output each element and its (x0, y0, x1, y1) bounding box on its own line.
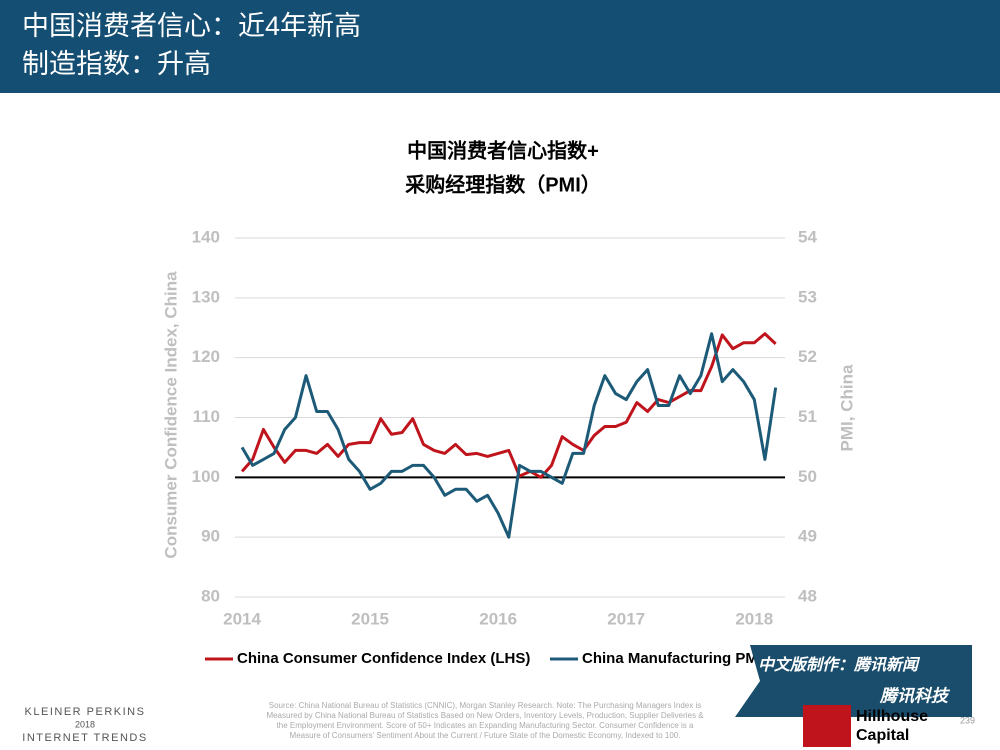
series-line (240, 332, 777, 479)
series-line (240, 332, 778, 539)
x-tick-label: 2018 (735, 609, 773, 628)
y2-tick-label: 48 (798, 586, 817, 605)
x-tick-label: 2015 (351, 609, 389, 628)
plot: 80 90 100 110 120 130 140 48 49 50 51 52 53 54 2014 201… (192, 227, 818, 628)
brand: INTERNET TRENDS (22, 732, 147, 744)
header-bar (0, 0, 1000, 93)
y2-tick-label: 53 (798, 287, 817, 306)
y2-tick-label: 49 (798, 527, 817, 546)
y2-axis-label: PMI, China (837, 364, 856, 451)
partner-name: Capital (856, 727, 909, 744)
x-tick-label: 2014 (223, 609, 261, 628)
y-tick-label: 130 (192, 287, 220, 306)
source-note: Source: China National Bureau of Statist… (269, 701, 702, 710)
chart-title: 中国消费者信心指数+ (407, 138, 599, 162)
partner-name: Hillhouse (856, 708, 928, 725)
y2-tick-label: 52 (798, 347, 817, 366)
y-tick-label: 120 (192, 347, 220, 366)
y2-tick-label: 50 (798, 467, 817, 486)
y2-tick-label: 54 (798, 227, 817, 246)
y-tick-label: 110 (193, 407, 220, 426)
legend-label: China Manufacturing PMI (RHS) (582, 650, 808, 667)
page-number: 239 (960, 715, 975, 725)
source-note: Measured by China National Bureau of Sta… (266, 711, 704, 720)
legend-label: China Consumer Confidence Index (LHS) (237, 650, 530, 667)
brand: KLEINER PERKINS (25, 706, 146, 718)
overlay-text: 中文版制作：腾讯新闻 (758, 656, 921, 674)
brand: 2018 (75, 719, 95, 729)
source-note: the Employment Environment. Score of 50+… (277, 721, 694, 730)
y-tick-label: 90 (201, 527, 220, 546)
source-note: Measure of Consumers' Sentiment About th… (290, 731, 681, 740)
x-tick-label: 2017 (607, 609, 645, 628)
x-tick-label: 2016 (479, 609, 517, 628)
y2-tick-label: 51 (798, 407, 817, 426)
y-tick-label: 80 (201, 586, 220, 605)
y-tick-label: 140 (192, 227, 220, 246)
header-title: 中国消费者信心：近4年新高 (22, 11, 361, 41)
partner-logo (803, 705, 851, 747)
y-axis-label: Consumer Confidence Index, China (161, 271, 180, 559)
header-title: 制造指数：升高 (22, 49, 211, 79)
y-tick-label: 100 (192, 467, 220, 486)
overlay-box (735, 645, 972, 717)
overlay-text: 腾讯科技 (879, 686, 951, 705)
legend: China Consumer Confidence Index (LHS) Chi… (205, 650, 808, 667)
chart-title: 采购经理指数（PMI） (405, 172, 601, 196)
